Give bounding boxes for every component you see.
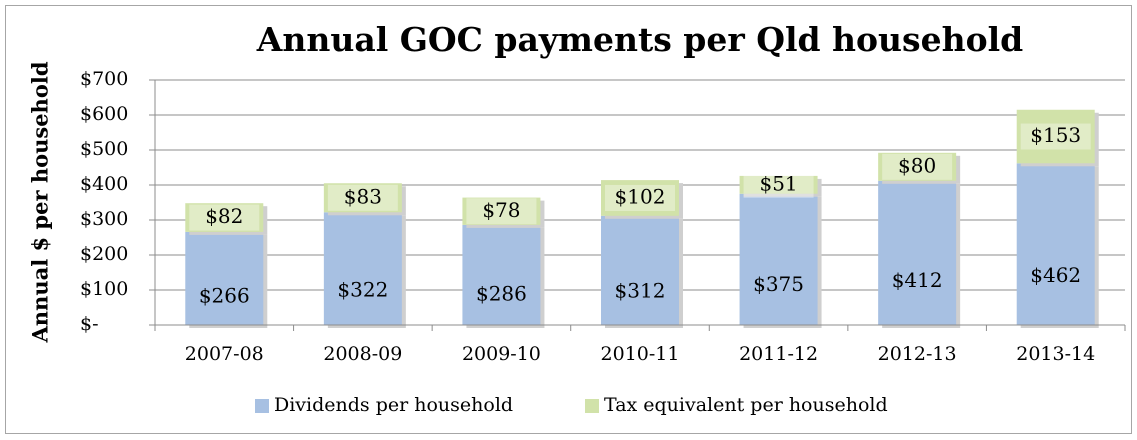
value-label: $80	[898, 153, 936, 177]
bar-segment	[185, 203, 264, 232]
x-tick-label: 2011-12	[739, 343, 818, 365]
value-label: $153	[1030, 123, 1081, 147]
y-tick-label: $400	[80, 173, 128, 195]
x-tick-label: 2012-13	[878, 343, 957, 365]
value-label-bg	[1020, 123, 1091, 150]
value-label-bg	[743, 171, 814, 198]
bar-segment	[739, 175, 818, 194]
y-tick-label: $100	[80, 278, 128, 300]
value-label: $312	[615, 279, 666, 303]
y-tick-label: $500	[80, 138, 128, 160]
y-axis-label: Annual $ per household	[28, 61, 53, 343]
bar-segment	[1016, 109, 1095, 164]
y-tick-label: $-	[80, 313, 99, 335]
value-label-bg	[327, 184, 398, 211]
y-tick-label: $600	[80, 103, 128, 125]
chart-title: Annual GOC payments per Qld household	[256, 20, 1024, 59]
bar-segment	[601, 215, 679, 325]
bar-segment	[185, 231, 264, 325]
value-label: $286	[476, 281, 527, 305]
value-label-bg	[466, 198, 537, 225]
value-label: $412	[892, 268, 943, 292]
value-label: $322	[337, 278, 388, 302]
value-label: $82	[205, 204, 243, 228]
value-label-bg	[605, 184, 675, 211]
x-tick-label: 2013-14	[1016, 343, 1095, 365]
x-tick-label: 2007-08	[185, 343, 264, 365]
legend-label: Dividends per household	[274, 394, 513, 416]
y-tick-label: $700	[80, 68, 128, 90]
value-label: $462	[1030, 263, 1081, 287]
y-tick-label: $200	[80, 243, 128, 265]
value-label: $375	[753, 272, 804, 296]
x-tick-label: 2009-10	[462, 343, 541, 365]
value-label-bg	[882, 153, 953, 180]
value-label: $102	[615, 184, 666, 208]
bar-segment	[323, 183, 402, 213]
bar-segment	[878, 152, 957, 181]
y-tick-label: $300	[80, 208, 128, 230]
value-label: $266	[199, 284, 250, 308]
value-label: $78	[482, 198, 520, 222]
bar-segment	[1016, 163, 1095, 325]
value-label: $83	[344, 184, 382, 208]
legend-swatch	[585, 399, 599, 413]
bar-segment	[462, 224, 541, 325]
value-label-bg	[189, 204, 260, 231]
legend-label: Tax equivalent per household	[604, 394, 888, 416]
bar-segment	[739, 193, 818, 325]
x-tick-label: 2008-09	[323, 343, 402, 365]
value-label: $51	[759, 171, 797, 195]
bar-segment	[323, 212, 402, 325]
x-tick-label: 2010-11	[601, 343, 680, 365]
bar-segment	[601, 180, 679, 216]
bar-segment	[462, 197, 541, 225]
bar-segment	[878, 180, 957, 325]
legend-swatch	[255, 399, 269, 413]
